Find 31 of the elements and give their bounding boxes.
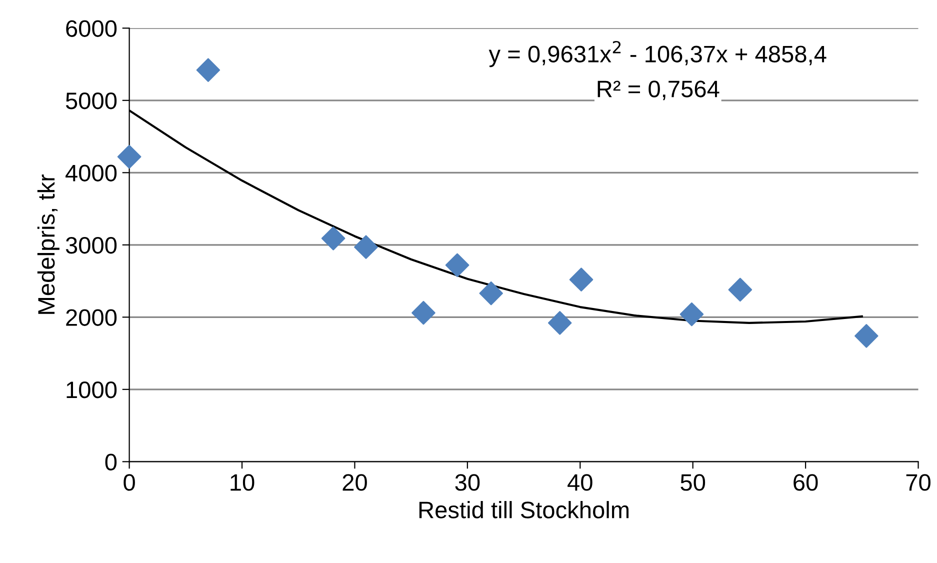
point [412, 300, 436, 325]
y-tick-label: 5000 [66, 92, 117, 110]
point [728, 278, 752, 302]
y-tick-label: 1000 [66, 381, 117, 398]
x-tick-label: 50 [680, 474, 706, 491]
point [117, 144, 142, 169]
x-tick-label: 10 [230, 474, 254, 491]
point [321, 226, 346, 250]
y-axis-title: Medelpris, tkr [37, 174, 60, 314]
x-axis-title: Restid till Stockholm [419, 501, 629, 518]
point [445, 253, 470, 278]
point [354, 235, 378, 259]
point [680, 302, 704, 326]
point [196, 58, 220, 82]
y-tick-label: 2000 [66, 309, 117, 326]
x-tick-label: 0 [124, 474, 135, 491]
x-tick-label: 30 [455, 474, 480, 491]
annotation: R² = 0,7564 [598, 80, 720, 100]
point [569, 268, 594, 292]
y-tick-label: 3000 [66, 236, 117, 254]
x-tick-label: 20 [342, 474, 367, 491]
y-tick-label: 6000 [66, 20, 117, 37]
y-tick-label: 0 [105, 454, 117, 470]
x-tick-label: 40 [568, 474, 592, 491]
x-tick-label: 70 [906, 474, 930, 491]
x-tick-label: 60 [794, 474, 818, 491]
point [479, 281, 503, 306]
annotation: y = 0,9631x$^{2}$ - 106,37x + 4858,4 [488, 40, 826, 68]
point [548, 311, 572, 335]
point [854, 324, 878, 348]
y-tick-label: 4000 [66, 164, 117, 182]
